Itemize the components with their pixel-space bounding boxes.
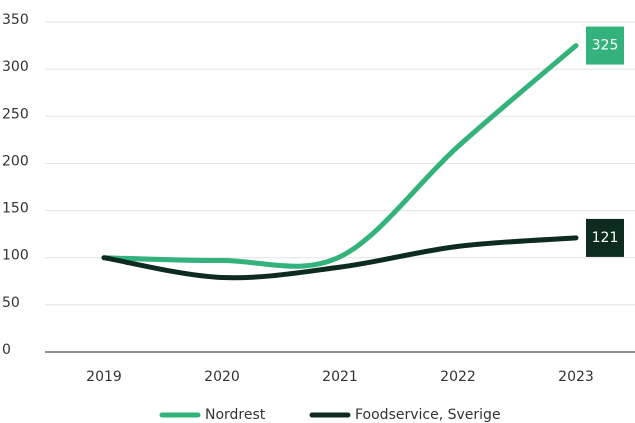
- y-tick-label: 200: [2, 153, 29, 169]
- y-tick-label: 350: [2, 12, 29, 28]
- value-label: 121: [592, 230, 619, 246]
- y-tick-label: 150: [2, 201, 29, 217]
- x-tick-label: 2019: [86, 369, 122, 385]
- y-tick-label: 250: [2, 106, 29, 122]
- x-tick-label: 2023: [558, 369, 594, 385]
- legend-label: Foodservice, Sverige: [355, 407, 501, 423]
- x-tick-label: 2021: [322, 369, 358, 385]
- y-tick-label: 300: [2, 59, 29, 75]
- line: [101, 235, 579, 281]
- value-label-box: [586, 218, 624, 257]
- x-tick-label: 2022: [440, 369, 476, 385]
- value-label-box: [586, 26, 624, 65]
- y-tick-label: 50: [2, 295, 20, 311]
- line: [101, 43, 579, 269]
- y-tick-label: 0: [2, 342, 11, 358]
- value-label: 325: [592, 38, 619, 54]
- legend-label: Nordrest: [205, 407, 266, 423]
- x-tick-label: 2020: [204, 369, 240, 385]
- y-tick-label: 100: [2, 248, 29, 264]
